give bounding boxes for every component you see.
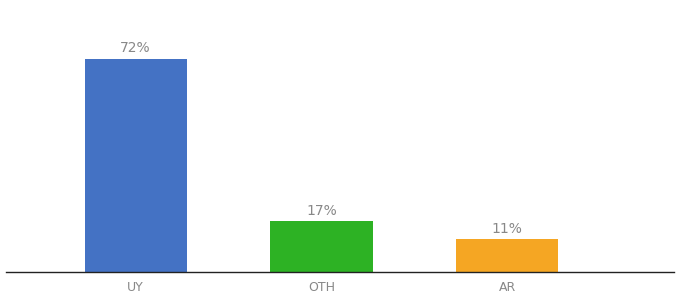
- Bar: [456, 239, 558, 272]
- Text: 11%: 11%: [492, 222, 523, 236]
- Text: 17%: 17%: [306, 204, 337, 218]
- Text: 72%: 72%: [120, 41, 151, 55]
- Bar: [271, 221, 373, 272]
- Bar: [84, 59, 187, 272]
